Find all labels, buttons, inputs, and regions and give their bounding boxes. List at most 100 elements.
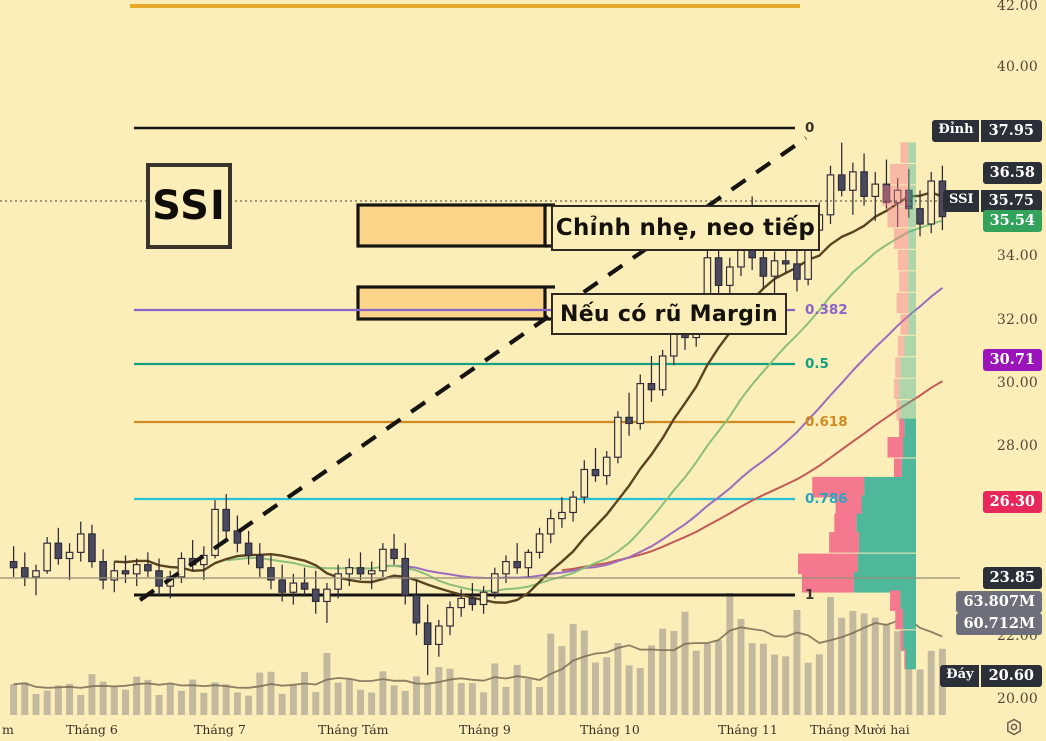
candle — [916, 208, 924, 225]
candle — [423, 622, 432, 645]
price-tick: 28.00 — [996, 438, 1038, 454]
price-tick: 20.00 — [996, 691, 1038, 707]
candle — [244, 542, 253, 557]
time-tick: Tháng Tám — [318, 722, 389, 737]
price-badge-26.30[interactable]: 26.30 — [982, 491, 1042, 513]
zone-upper[interactable] — [356, 203, 547, 248]
price-badge-tag: Đáy — [940, 665, 979, 687]
time-scale[interactable]: m Tháng 6 Tháng 7 Tháng Tám Tháng 9 Tháng 10 T… — [0, 715, 1046, 741]
candle — [76, 533, 85, 553]
candle — [110, 570, 119, 581]
candle — [222, 508, 231, 532]
volume-profile-buy-bar — [903, 437, 916, 458]
candle — [121, 570, 130, 575]
candle — [625, 416, 633, 425]
candle — [614, 416, 622, 458]
candle — [211, 508, 219, 557]
candle — [893, 189, 902, 204]
candle — [99, 560, 107, 581]
zone-lower[interactable] — [356, 285, 547, 321]
clock-settings-icon[interactable] — [1004, 717, 1024, 737]
volume-profile-sell-bar — [893, 458, 902, 480]
price-badge-37.95[interactable]: Đỉnh 37.95 — [932, 120, 1042, 142]
price-badge-23.85[interactable]: 23.85 — [982, 567, 1042, 589]
volume-profile-buy-bar — [864, 476, 916, 498]
price-badge-tag: SSI — [943, 190, 979, 212]
volume-profile-buy-bar — [903, 630, 916, 651]
candle — [9, 560, 18, 569]
volume-profile — [798, 142, 916, 670]
volume-profile-sell-bar — [887, 437, 904, 458]
volume-profile-sell-bar — [900, 630, 904, 651]
volume-profile-buy-bar — [903, 608, 916, 630]
ticker-symbol-box: SSI — [146, 163, 232, 249]
ticker-symbol-label: SSI — [152, 183, 226, 229]
candle — [580, 468, 589, 498]
price-badge-36.58[interactable]: 36.58 — [982, 162, 1042, 184]
candle — [591, 468, 600, 477]
volume-profile-sell-bar — [801, 572, 854, 593]
candle — [390, 548, 398, 560]
time-tick: Tháng 10 — [580, 722, 640, 737]
candle — [323, 588, 331, 603]
candle — [546, 518, 555, 535]
volume-profile-sell-bar — [834, 513, 857, 535]
candle — [435, 625, 443, 645]
price-badge-60.712M[interactable]: 60.712M — [956, 613, 1042, 635]
volume-profile-sell-bar — [895, 608, 904, 630]
price-tick: 42.00 — [996, 0, 1038, 14]
candle — [278, 579, 286, 593]
note-2-text: Nếu có rũ Margin — [560, 301, 778, 327]
candle — [468, 597, 477, 606]
candle — [233, 530, 242, 544]
price-badge-30.71[interactable]: 30.71 — [982, 349, 1042, 371]
candle — [345, 567, 354, 575]
volume-profile-sell-bar — [904, 648, 906, 670]
fib-lines — [134, 126, 795, 597]
price-badge-35.54[interactable]: 35.54 — [982, 210, 1042, 232]
volume-profile-buy-bar — [861, 495, 916, 516]
candle — [882, 183, 891, 204]
fib-label-0.786: 0.786 — [805, 491, 848, 507]
volume-profile-buy-bar — [900, 590, 916, 611]
candle — [524, 551, 533, 569]
fib-label-0.382: 0.382 — [805, 302, 848, 318]
fib-label-0.618: 0.618 — [805, 414, 848, 430]
candle — [837, 174, 846, 191]
candle — [490, 573, 499, 593]
candle — [860, 171, 868, 197]
note-2[interactable]: Nếu có rũ Margin — [551, 293, 787, 335]
candle — [144, 564, 152, 572]
price-badge-35.75[interactable]: SSI 35.75 — [943, 190, 1042, 212]
volume-profile-buy-bar — [901, 458, 916, 480]
volume-profile-sell-bar — [890, 590, 901, 611]
candle — [446, 607, 454, 627]
candle — [367, 570, 376, 575]
note-1[interactable]: Chỉnh nhẹ, neo tiếp — [551, 205, 820, 251]
volume-profile-sell-bar — [812, 476, 865, 498]
candle — [502, 560, 510, 575]
note-1-text: Chỉnh nhẹ, neo tiếp — [555, 215, 816, 241]
time-tick: m — [2, 722, 14, 737]
price-badge-20.60[interactable]: Đáy 20.60 — [940, 665, 1042, 687]
candle — [569, 496, 577, 514]
candle — [255, 554, 264, 569]
price-tick: 40.00 — [996, 59, 1038, 75]
candle — [88, 533, 96, 563]
volume-profile-buy-bar — [853, 572, 916, 593]
price-scale[interactable]: 42.0040.0034.0032.0030.0028.0026.0022.00… — [932, 0, 1046, 715]
candle — [793, 263, 801, 280]
candle — [905, 189, 913, 210]
volume-histogram — [10, 593, 946, 715]
highlight-zones — [356, 203, 555, 321]
time-tick: Tháng 6 — [66, 722, 118, 737]
time-tick: Tháng Mười hai — [810, 722, 910, 737]
price-badge-63.807M[interactable]: 63.807M — [956, 591, 1042, 613]
candle — [177, 557, 186, 578]
candle — [132, 564, 141, 575]
candle — [334, 573, 342, 590]
candle — [849, 171, 857, 191]
time-tick: Tháng 7 — [194, 722, 246, 737]
